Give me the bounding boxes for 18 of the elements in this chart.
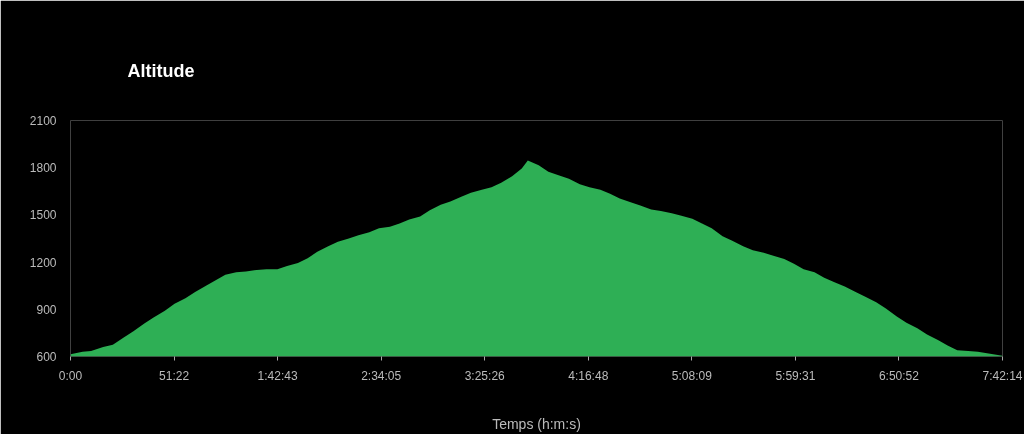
y-tick-label: 1800 [29,161,57,176]
x-axis-title: Temps (h:m:s) [492,415,581,432]
x-tick-label: 5:59:31 [775,368,816,383]
y-tick-label: 1200 [29,255,57,270]
x-tick-label: 3:25:26 [464,368,506,383]
x-tick-label: 51:22 [159,368,190,383]
x-tick-label: 5:08:09 [671,368,713,383]
y-tick-label: 600 [36,350,57,364]
y-tick-label: 2100 [29,114,57,128]
x-tick-label: 7:42:14 [982,368,1023,383]
x-tick-label: 4:16:48 [568,368,609,383]
y-tick-label: 1500 [29,208,57,223]
x-tick-label: 1:42:43 [257,368,298,383]
y-tick-label: 900 [36,302,57,317]
x-tick-label: 6:50:52 [878,368,920,383]
x-tick-label: 2:34:05 [361,368,402,383]
chart-title: Altitude [127,60,195,81]
x-tick-label: 0:00 [58,368,83,383]
